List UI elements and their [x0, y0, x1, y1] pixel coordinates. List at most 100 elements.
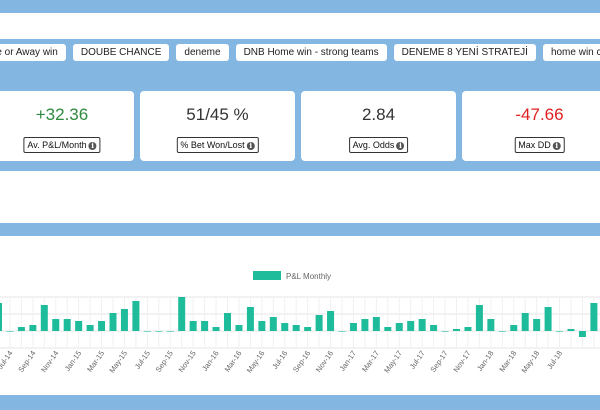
pl-bar[interactable]	[464, 327, 472, 331]
x-tick-label: Mar-18	[497, 349, 518, 374]
pl-bar[interactable]	[40, 305, 48, 331]
stat-label-max-dd[interactable]: Max DD i	[514, 137, 565, 153]
separator-band	[0, 223, 600, 236]
pl-bar[interactable]	[75, 321, 83, 331]
pl-bar[interactable]	[395, 323, 403, 331]
legend-swatch[interactable]	[253, 271, 281, 280]
stat-value-avg-odds: 2.84	[361, 105, 396, 124]
strategy-tabs: me or Away win DOUBE CHANCE deneme DNB H…	[0, 44, 600, 61]
pl-bar[interactable]	[120, 309, 128, 331]
strategy-tab-dnb-home-win[interactable]: DNB Home win - strong teams	[235, 44, 387, 61]
pl-bar[interactable]	[315, 315, 323, 331]
pl-bar[interactable]	[475, 305, 483, 331]
x-tick-label: Jan-18	[475, 349, 496, 373]
x-tick-label: Jan-15	[63, 349, 84, 373]
stat-label-bet-won-lost[interactable]: % Bet Won/Lost i	[176, 137, 259, 153]
strategy-tab-home-win-co[interactable]: home win co	[542, 44, 600, 61]
pl-bar[interactable]	[304, 327, 312, 331]
x-tick-label: Jan-17	[338, 349, 359, 373]
pl-bar[interactable]	[178, 297, 186, 331]
x-tick-label: Jul-15	[133, 349, 152, 371]
x-tick-label: Jul-18	[545, 349, 564, 371]
strategy-tab-deneme[interactable]: deneme	[176, 44, 229, 61]
pl-bar[interactable]	[544, 307, 552, 331]
pl-bar[interactable]	[384, 327, 392, 331]
pl-bar[interactable]	[327, 311, 335, 331]
x-tick-label: Nov-16	[314, 349, 335, 374]
pl-bar[interactable]	[590, 303, 598, 331]
stat-value-bet-won-lost: 51/45 %	[186, 105, 249, 124]
pl-bar[interactable]	[212, 327, 220, 331]
stat-value-max-dd: -47.66	[515, 105, 564, 124]
x-tick-label: Jul-16	[270, 349, 289, 371]
pl-bar[interactable]	[86, 325, 94, 331]
x-tick-label: Sep-15	[154, 349, 175, 374]
pl-bar[interactable]	[281, 323, 289, 331]
stat-value-avg-pl: +32.36	[35, 105, 89, 124]
stat-card-bet-won-lost: 51/45 % % Bet Won/Lost i	[140, 91, 295, 161]
x-tick-label: Jul-17	[408, 349, 427, 371]
x-tick-label: Mar-15	[85, 349, 106, 374]
pl-bar[interactable]	[349, 323, 357, 331]
x-tick-label: Jan-16	[200, 349, 221, 373]
pl-bar[interactable]	[292, 325, 300, 331]
info-circle-icon: i	[246, 142, 255, 150]
pl-bar[interactable]	[246, 307, 254, 331]
x-tick-label: Mar-16	[223, 349, 244, 374]
pl-bar[interactable]	[0, 303, 2, 331]
pl-bar[interactable]	[510, 325, 518, 331]
strategy-tab-double-chance[interactable]: DOUBE CHANCE	[72, 44, 170, 61]
pl-bar[interactable]	[407, 321, 415, 331]
pl-bar[interactable]	[189, 321, 197, 331]
x-tick-label: May-15	[107, 349, 129, 375]
pl-bar[interactable]	[6, 331, 14, 332]
pl-bar[interactable]	[98, 321, 106, 331]
pl-bar[interactable]	[132, 301, 140, 331]
pl-bar[interactable]	[29, 325, 37, 331]
pl-bar[interactable]	[201, 321, 209, 331]
stat-label-avg-odds[interactable]: Avg. Odds i	[348, 137, 409, 153]
pl-bar[interactable]	[235, 325, 243, 331]
info-circle-icon: i	[552, 142, 561, 150]
x-tick-label: Jul-14	[0, 349, 15, 371]
pl-bar[interactable]	[269, 317, 277, 331]
stat-label-avg-pl[interactable]: Av. P&L/Month i	[23, 137, 101, 153]
pl-bar[interactable]	[338, 331, 346, 332]
pl-bar[interactable]	[372, 317, 380, 331]
pl-bar[interactable]	[143, 331, 151, 332]
pl-bar[interactable]	[521, 313, 529, 331]
x-tick-label: Nov-15	[177, 349, 198, 374]
stat-card-avg-odds: 2.84 Avg. Odds i	[301, 91, 456, 161]
pl-bar[interactable]	[63, 319, 71, 331]
pl-bar[interactable]	[258, 321, 266, 331]
pl-bar[interactable]	[418, 319, 426, 331]
pl-bar[interactable]	[52, 319, 60, 331]
pl-bar[interactable]	[361, 319, 369, 331]
pl-bar[interactable]	[430, 325, 438, 331]
pl-bar[interactable]	[224, 313, 231, 331]
strategy-tab-deneme-8[interactable]: DENEME 8 YENİ STRATEJİ	[393, 44, 536, 61]
pl-bar[interactable]	[578, 331, 586, 337]
x-tick-label: Nov-17	[451, 349, 472, 374]
x-tick-label: Mar-17	[360, 349, 381, 374]
pl-bar[interactable]	[533, 319, 541, 331]
legend-label: P&L Monthly	[286, 272, 331, 281]
pl-bar[interactable]	[487, 319, 495, 331]
pl-bar[interactable]	[567, 329, 575, 331]
pl-bar[interactable]	[453, 329, 460, 331]
pl-bar[interactable]	[155, 331, 163, 332]
x-tick-label: Sep-14	[16, 349, 37, 374]
pl-bar[interactable]	[166, 331, 174, 332]
x-tick-label: May-18	[520, 349, 542, 375]
x-tick-label: Sep-17	[428, 349, 449, 374]
pl-bar[interactable]	[498, 331, 506, 332]
pl-bar[interactable]	[17, 327, 25, 331]
pl-bar[interactable]	[109, 313, 117, 331]
stat-card-max-dd: -47.66 Max DD i	[462, 91, 600, 161]
x-tick-label: Nov-14	[39, 349, 60, 374]
pl-monthly-chart: P&L Monthly Jul-14 Sep-14 Nov-14 Jan-15 Mar-…	[0, 271, 600, 375]
strategy-tab-home-or-away-win[interactable]: me or Away win	[0, 44, 66, 61]
pl-bar[interactable]	[556, 331, 564, 332]
pl-bar[interactable]	[441, 331, 449, 332]
info-circle-icon: i	[396, 142, 405, 150]
